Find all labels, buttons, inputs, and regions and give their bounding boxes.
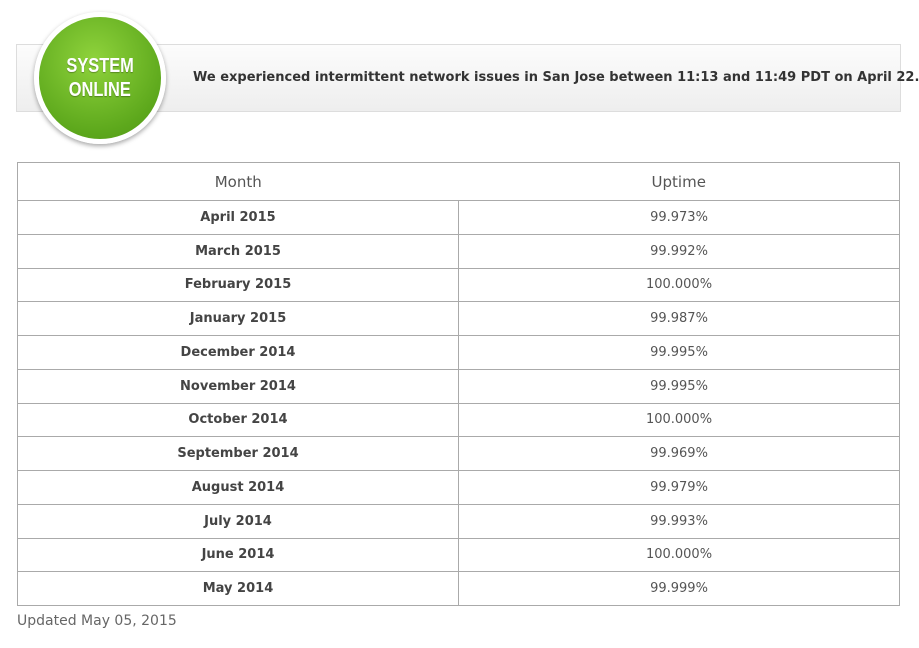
month-cell: December 2014 bbox=[17, 335, 459, 370]
table-row: September 2014 99.969% bbox=[17, 436, 900, 471]
table-row: May 2014 99.999% bbox=[17, 571, 900, 606]
month-cell: November 2014 bbox=[17, 368, 459, 404]
table-row: December 2014 99.995% bbox=[17, 335, 900, 370]
column-header: Month bbox=[17, 162, 459, 201]
month-cell: July 2014 bbox=[17, 503, 459, 539]
table-row: February 2015 100.000% bbox=[17, 267, 900, 303]
table-row: August 2014 99.979% bbox=[17, 470, 900, 505]
uptime-table: Month Uptime April 2015 99.973% March 2015… bbox=[17, 162, 900, 606]
uptime-cell: 99.969% bbox=[458, 436, 900, 471]
header-row: Month Uptime bbox=[17, 162, 900, 201]
month-cell: September 2014 bbox=[17, 436, 459, 471]
uptime-cell: 99.973% bbox=[458, 200, 900, 235]
month-cell: October 2014 bbox=[17, 402, 459, 438]
uptime-cell: 99.995% bbox=[458, 335, 900, 370]
uptime-cell: 99.979% bbox=[458, 470, 900, 505]
column-header: Uptime bbox=[458, 162, 900, 201]
month-cell: January 2015 bbox=[17, 301, 459, 336]
month-cell: February 2015 bbox=[17, 267, 459, 303]
uptime-cell: 99.992% bbox=[458, 233, 900, 269]
uptime-cell: 99.999% bbox=[458, 571, 900, 606]
uptime-cell: 100.000% bbox=[458, 402, 900, 438]
table-row: November 2014 99.995% bbox=[17, 368, 900, 404]
month-cell: March 2015 bbox=[17, 233, 459, 269]
table-row: January 2015 99.987% bbox=[17, 301, 900, 336]
badge-text: ONLINE bbox=[69, 79, 131, 101]
table-row: July 2014 99.993% bbox=[17, 503, 900, 539]
table-row: March 2015 99.992% bbox=[17, 233, 900, 269]
status-message: We experienced intermittent network issu… bbox=[193, 70, 919, 85]
badge-text: SYSTEM bbox=[66, 55, 134, 77]
uptime-cell: 99.993% bbox=[458, 503, 900, 539]
month-cell: June 2014 bbox=[17, 537, 459, 573]
uptime-cell: 100.000% bbox=[458, 267, 900, 303]
uptime-cell: 99.987% bbox=[458, 301, 900, 336]
status-badge: SYSTEM ONLINE bbox=[34, 12, 166, 144]
table-row: June 2014 100.000% bbox=[17, 537, 900, 573]
month-cell: May 2014 bbox=[17, 571, 459, 606]
uptime-cell: 100.000% bbox=[458, 537, 900, 573]
table-row: October 2014 100.000% bbox=[17, 402, 900, 438]
table-row: April 2015 99.973% bbox=[17, 200, 900, 235]
updated-note: Updated May 05, 2015 bbox=[17, 613, 177, 629]
uptime-cell: 99.995% bbox=[458, 368, 900, 404]
table-body: April 2015 99.973% March 2015 99.992% Februa… bbox=[17, 200, 900, 606]
month-cell: August 2014 bbox=[17, 470, 459, 505]
month-cell: April 2015 bbox=[17, 200, 459, 235]
